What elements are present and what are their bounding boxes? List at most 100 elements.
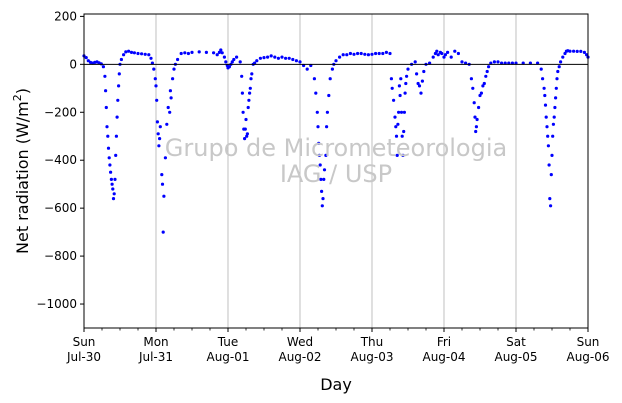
x-tick-weekday-3: Wed [287,335,313,349]
data-point-0-158 [390,86,394,90]
data-point-0-25 [114,153,118,157]
data-point-0-199 [456,51,460,56]
data-point-0-160 [393,115,397,119]
data-point-0-88 [240,74,244,78]
data-point-0-121 [312,77,316,81]
data-point-0-61 [168,89,172,93]
data-point-0-150 [366,53,370,57]
x-tick-weekday-5: Fri [437,335,451,349]
data-point-0-184 [420,79,424,83]
data-point-0-137 [327,93,331,98]
y-tick-label-3: −400 [44,153,77,167]
data-point-0-191 [436,53,440,57]
data-point-0-19 [109,177,113,181]
x-tick-date-5: Aug-04 [422,350,465,364]
y-tick-label-4: −600 [44,201,77,215]
data-point-0-42 [149,56,153,60]
data-point-0-40 [143,52,147,56]
data-point-0-214 [482,81,486,86]
data-point-0-75 [217,50,221,55]
x-tick-weekday-2: Tue [217,335,239,349]
data-point-0-179 [413,60,417,64]
data-point-0-154 [381,51,385,56]
data-point-0-24 [113,177,117,181]
data-point-0-196 [446,50,450,55]
data-point-0-122 [314,91,318,95]
data-point-0-18 [109,170,113,174]
data-point-0-102 [250,72,254,76]
data-point-0-44 [152,67,156,71]
data-point-0-32 [119,57,123,62]
data-point-0-123 [315,110,319,114]
data-point-0-30 [117,72,121,76]
data-point-0-107 [262,56,266,60]
data-point-0-149 [363,52,367,56]
data-point-0-26 [114,134,118,138]
data-point-0-250 [556,69,560,74]
data-point-0-236 [546,134,550,138]
data-point-0-163 [395,153,399,157]
data-point-0-53 [160,173,164,177]
data-point-0-111 [276,56,280,60]
data-point-0-181 [416,81,420,86]
data-point-0-254 [563,51,567,56]
data-point-0-106 [258,56,262,60]
data-point-0-146 [352,52,356,56]
x-axis-ticks: SunJul-30MonJul-31TueAug-01WedAug-02ThuA… [66,328,610,364]
watermark: Grupo de Micrometeorologia IAG / USP [165,134,507,188]
data-point-0-138 [328,77,332,81]
data-point-0-217 [487,65,491,69]
x-tick-date-4: Aug-03 [350,350,393,364]
x-tick-weekday-6: Sat [506,335,526,349]
data-point-0-204 [471,86,475,90]
data-point-0-67 [179,51,183,56]
data-point-0-68 [183,51,187,55]
data-point-0-119 [305,67,309,71]
x-tick-weekday-0: Sun [73,335,96,349]
data-point-0-151 [370,52,374,56]
data-point-0-231 [542,86,546,90]
data-point-0-116 [294,59,298,63]
data-point-0-1 [84,56,88,60]
data-point-0-86 [235,55,239,59]
data-point-0-39 [140,52,144,56]
data-point-0-37 [132,51,136,55]
data-point-0-12 [104,105,108,110]
data-point-0-241 [549,173,553,177]
data-point-0-200 [460,60,464,64]
data-point-0-248 [554,86,558,90]
x-tick-date-3: Aug-02 [278,350,321,364]
data-point-0-130 [320,204,324,208]
x-tick-date-6: Aug-05 [494,350,537,364]
data-point-0-125 [317,141,321,145]
data-point-0-50 [157,144,161,148]
data-point-0-243 [551,134,555,138]
data-point-0-55 [161,230,165,234]
data-point-0-203 [469,77,473,81]
data-point-0-97 [246,105,250,110]
data-point-0-127 [318,163,322,167]
data-point-0-115 [291,57,295,62]
data-point-0-62 [169,96,173,100]
data-point-0-90 [241,110,245,114]
y-axis-title-superscript: 2 [11,94,24,101]
y-axis-title-end: ) [13,88,32,94]
data-point-0-159 [392,98,396,102]
data-point-0-246 [553,105,557,110]
data-point-0-157 [389,77,393,81]
data-point-0-167 [398,93,402,98]
data-point-0-141 [334,59,338,63]
data-point-0-100 [248,86,252,90]
data-point-0-78 [222,55,226,59]
data-point-0-58 [165,122,169,126]
data-point-0-126 [317,153,321,157]
data-point-0-15 [106,146,111,150]
data-point-0-34 [124,50,128,54]
data-point-0-98 [247,98,251,102]
data-point-0-36 [129,50,134,55]
data-point-0-175 [404,81,408,86]
data-point-0-245 [552,115,556,119]
data-point-0-27 [115,115,119,119]
data-point-0-220 [496,60,500,64]
data-point-0-142 [338,55,342,59]
